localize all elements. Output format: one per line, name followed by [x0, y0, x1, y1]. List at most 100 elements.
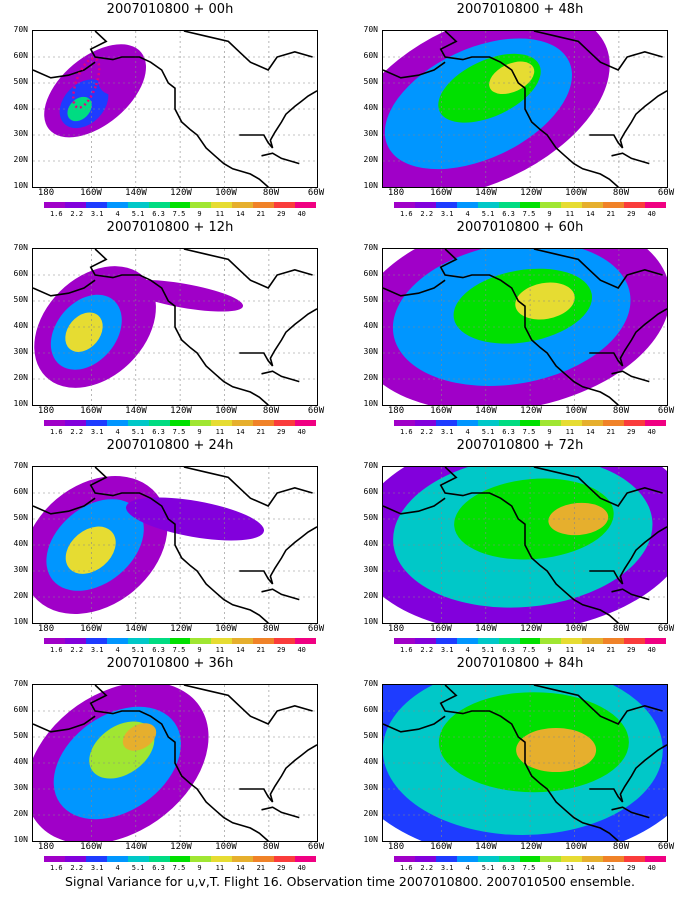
longitude-tick-label: 120W — [520, 406, 542, 416]
variance-contour — [98, 60, 137, 95]
latitude-tick-label: 20N — [363, 155, 378, 164]
colorbar-label: 4 — [465, 428, 470, 436]
colorbar-swatch — [64, 856, 86, 862]
colorbar-label: 9 — [197, 646, 202, 654]
latitude-tick-label: 10N — [363, 835, 378, 844]
longitude-tick-label: 100W — [215, 842, 237, 852]
colorbar-swatch — [190, 420, 212, 426]
colorbar-label: 1.6 — [399, 864, 413, 872]
colorbar-swatch — [64, 420, 86, 426]
colorbar-swatch — [603, 202, 625, 208]
colorbar-label: 14 — [586, 210, 595, 218]
colorbar-label: 7.5 — [172, 864, 186, 872]
colorbar-swatch — [394, 856, 415, 862]
colorbar-swatch — [456, 638, 478, 644]
colorbar-label: 40 — [297, 210, 306, 218]
colorbar-label: 4 — [115, 646, 120, 654]
longitude-tick-label: 80W — [612, 406, 630, 416]
longitude-tick-label: 60W — [307, 624, 325, 634]
colorbar-swatch — [519, 202, 541, 208]
longitude-tick-label: 120W — [170, 188, 192, 198]
colorbar-label: 7.5 — [522, 864, 536, 872]
colorbar-label: 1.6 — [49, 646, 63, 654]
colorbar-swatch — [232, 202, 254, 208]
variance-contour — [516, 728, 597, 772]
variance-contour — [65, 526, 116, 574]
longitude-tick-label: 80W — [262, 624, 280, 634]
colorbar-swatch — [519, 420, 541, 426]
panel-title: 2007010800 + 36h — [106, 656, 234, 671]
colorbar-label: 4 — [465, 864, 470, 872]
colorbar-swatch — [148, 202, 170, 208]
colorbar-swatch — [127, 856, 149, 862]
colorbar-swatch — [561, 638, 583, 644]
longitude-tick-label: 180 — [37, 406, 55, 416]
colorbar-label: 1.6 — [399, 428, 413, 436]
longitude-tick-label: 120W — [170, 406, 192, 416]
colorbar-swatch — [85, 856, 107, 862]
variance-contour — [65, 312, 103, 352]
colorbar — [394, 638, 666, 644]
colorbar — [44, 638, 316, 644]
colorbar-label: 14 — [236, 428, 245, 436]
coastline — [383, 467, 667, 623]
colorbar-label: 7.5 — [172, 428, 186, 436]
colorbar-label: 11 — [565, 646, 575, 654]
colorbar-swatch — [253, 856, 275, 862]
longitude-tick-label: 100W — [215, 624, 237, 634]
colorbar — [44, 856, 316, 862]
colorbar-label: 3.1 — [90, 428, 104, 436]
colorbar-swatch — [169, 638, 191, 644]
latitude-tick-label: 10N — [13, 399, 28, 408]
colorbar-swatch — [435, 638, 457, 644]
colorbar-label: 21 — [606, 428, 615, 436]
colorbar-swatch — [44, 202, 65, 208]
colorbar-label: 5.1 — [481, 210, 495, 218]
colorbar-swatch — [274, 856, 296, 862]
latitude-tick-label: 40N — [13, 321, 28, 330]
colorbar-swatch — [435, 420, 457, 426]
map-panel: 2007010800 + 12h 70N 60N 50N 40N 30N 20N 10N 180… — [0, 218, 340, 438]
colorbar-swatch — [274, 202, 296, 208]
colorbar-swatch — [190, 202, 212, 208]
colorbar-label: 21 — [256, 210, 265, 218]
colorbar-swatch — [498, 420, 520, 426]
colorbar-label: 9 — [547, 864, 552, 872]
map-plot-area — [382, 684, 668, 842]
colorbar-swatch — [127, 638, 149, 644]
colorbar-swatch — [274, 638, 296, 644]
colorbar-swatch — [498, 856, 520, 862]
coastline — [33, 249, 317, 405]
latitude-tick-label: 60N — [363, 51, 378, 60]
longitude-tick-label: 80W — [262, 406, 280, 416]
latitude-tick-label: 20N — [13, 809, 28, 818]
map-plot-area — [382, 30, 668, 188]
colorbar-label: 2.2 — [70, 646, 84, 654]
colorbar-label: 5.1 — [481, 428, 495, 436]
colorbar-swatch — [127, 202, 149, 208]
colorbar-swatch — [435, 856, 457, 862]
colorbar-swatch — [394, 202, 415, 208]
longitude-tick-label: 180 — [387, 406, 405, 416]
colorbar-swatch — [85, 202, 107, 208]
longitude-tick-label: 60W — [657, 406, 675, 416]
longitude-tick-label: 180 — [37, 624, 55, 634]
coastline — [33, 31, 317, 187]
coastline — [33, 467, 317, 623]
colorbar-swatch — [603, 856, 625, 862]
colorbar-swatch — [414, 638, 436, 644]
latitude-tick-label: 60N — [363, 487, 378, 496]
latitude-tick-label: 30N — [13, 565, 28, 574]
longitude-tick-label: 60W — [657, 624, 675, 634]
longitude-tick-label: 100W — [565, 406, 587, 416]
colorbar-label: 11 — [565, 428, 575, 436]
longitude-tick-label: 180 — [37, 842, 55, 852]
colorbar-label: 7.5 — [172, 210, 186, 218]
colorbar-label: 5.1 — [131, 428, 145, 436]
latitude-tick-label: 30N — [363, 565, 378, 574]
longitude-tick-label: 80W — [262, 842, 280, 852]
latitude-tick-label: 40N — [363, 757, 378, 766]
longitude-tick-label: 100W — [565, 842, 587, 852]
colorbar-label: 6.3 — [502, 210, 515, 218]
colorbar-swatch — [624, 420, 646, 426]
